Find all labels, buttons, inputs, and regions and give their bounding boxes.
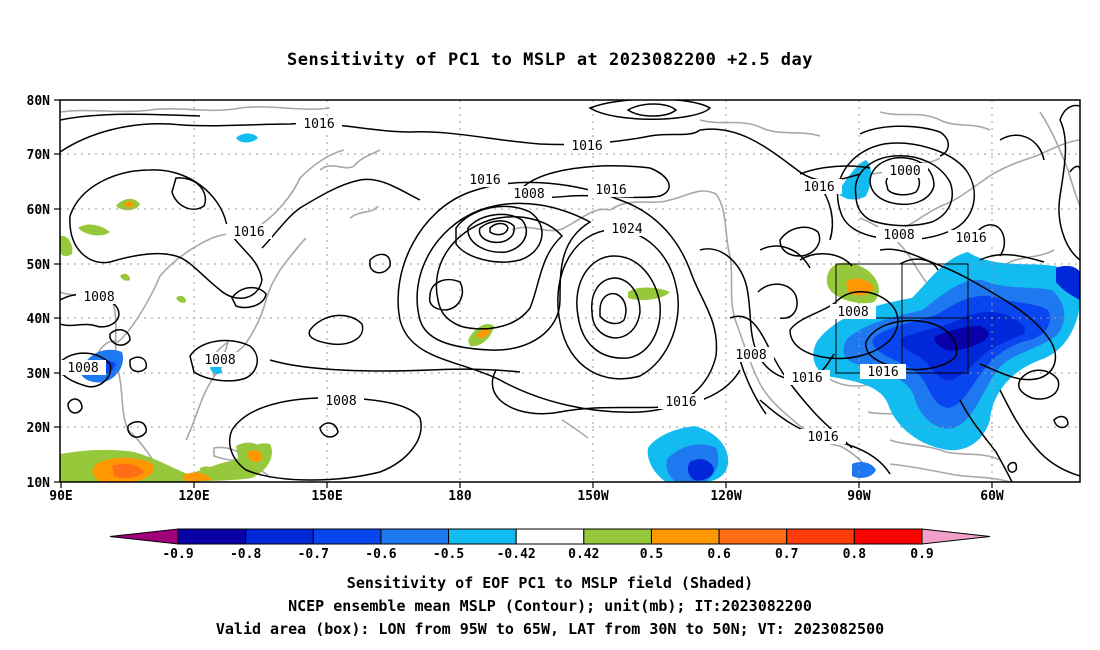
contour-label: 1016 [860,364,906,380]
colorbar-box [853,528,923,545]
svg-text:1016: 1016 [595,183,626,198]
colorbar-box [583,528,652,545]
longitude-labels: 90E 120E 150E 180 150W 120W 90W 60W [49,489,1004,504]
axis-ticks [54,99,993,488]
colorbar-label: 0.7 [775,547,798,562]
colorbar-label: 0.6 [707,547,731,562]
lat-label: 80N [27,94,51,109]
caption-line-2: NCEP ensemble mean MSLP (Contour); unit(… [288,597,812,615]
latitude-labels: 80N 70N 60N 50N 40N 30N 20N 10N [27,94,51,491]
svg-text:1016: 1016 [807,430,838,445]
svg-text:1016: 1016 [867,365,898,380]
svg-text:1016: 1016 [303,117,334,132]
svg-text:1016: 1016 [955,231,986,246]
lat-label: 50N [27,258,51,273]
svg-text:1008: 1008 [204,353,235,368]
contour-label: 1016 [800,429,846,445]
contour-label: 1016 [564,138,610,154]
map-frame [59,99,1081,483]
contour-label: 1016 [948,230,994,246]
contour-label: 1008 [318,393,364,409]
svg-text:1008: 1008 [735,348,766,363]
lat-label: 10N [27,476,51,491]
contour-label: 1000 [882,163,928,179]
colorbar-label: 0.5 [640,547,663,562]
colorbar-label: -0.8 [230,547,261,562]
colorbar-box [650,528,720,545]
colorbar-box [177,528,247,545]
lon-label: 90E [49,489,72,504]
contour-label: 1008 [506,186,552,202]
lon-label: 150W [577,489,608,504]
contour-label: 1016 [796,179,842,195]
lon-label: 90W [847,489,871,504]
colorbar-box [245,528,314,545]
svg-text:1008: 1008 [67,361,98,376]
contour-label: 1016 [588,182,634,198]
svg-text:1016: 1016 [571,139,602,154]
contour-label: 1016 [462,172,508,188]
colorbar: -0.9 -0.8 -0.7 -0.6 -0.5 -0.42 0.42 0.5 0.6 0.7 0.… [109,528,991,562]
lon-label: 120W [710,489,741,504]
contour-label: 1016 [658,394,704,410]
svg-text:1016: 1016 [665,395,696,410]
page-title: Sensitivity of PC1 to MSLP at 2023082200… [286,50,813,70]
contour-label: 1008 [830,304,876,320]
colorbar-label: 0.8 [843,547,867,562]
colorbar-end-high [921,528,991,545]
svg-text:1016: 1016 [803,180,834,195]
colorbar-label: 0.42 [568,547,599,562]
contour-label: 1024 [604,221,650,237]
lon-label: 60W [980,489,1004,504]
svg-text:1024: 1024 [611,222,642,237]
svg-text:1008: 1008 [83,290,114,305]
contour-label: 1008 [197,352,243,368]
colorbar-label: 0.9 [910,547,933,562]
caption-line-1: Sensitivity of EOF PC1 to MSLP field (Sh… [346,574,754,592]
svg-text:1016: 1016 [469,173,500,188]
svg-text:1008: 1008 [325,394,356,409]
contour-label: 1016 [296,116,342,132]
contour-label: 1008 [876,227,922,243]
svg-text:1000: 1000 [889,164,920,179]
lon-label: 120E [178,489,209,504]
lat-label: 20N [27,421,51,436]
contour-label: 1016 [784,370,830,386]
contour-labels: 1016 1016 1016 1008 1016 1016 1024 1016 … [60,116,994,445]
lon-label: 180 [448,489,472,504]
contour-label: 1016 [226,224,272,240]
svg-text:1008: 1008 [513,187,544,202]
colorbar-box [515,528,585,545]
lat-label: 40N [27,312,51,327]
colorbar-label: -0.42 [497,547,536,562]
colorbar-box [786,528,855,545]
contour-label: 1008 [76,289,122,305]
colorbar-label: -0.9 [162,547,193,562]
svg-text:1008: 1008 [837,305,868,320]
contour-label: 1008 [728,347,774,363]
grid-lines [60,100,1080,482]
svg-text:1016: 1016 [233,225,264,240]
colorbar-label: -0.6 [365,547,396,562]
contour-label: 1008 [60,360,106,376]
svg-text:1016: 1016 [791,371,822,386]
lat-label: 60N [27,203,51,218]
colorbar-label: -0.7 [298,547,329,562]
lat-label: 30N [27,367,51,382]
colorbar-end-low [109,528,179,545]
svg-text:1008: 1008 [883,228,914,243]
lon-label: 150E [311,489,342,504]
colorbar-box [380,528,450,545]
colorbar-box [448,528,517,545]
colorbar-label: -0.5 [433,547,464,562]
caption-line-3: Valid area (box): LON from 95W to 65W, L… [215,620,885,638]
lat-label: 70N [27,148,51,163]
colorbar-box [312,528,382,545]
colorbar-box [718,528,788,545]
mslp-contours [60,100,1080,482]
